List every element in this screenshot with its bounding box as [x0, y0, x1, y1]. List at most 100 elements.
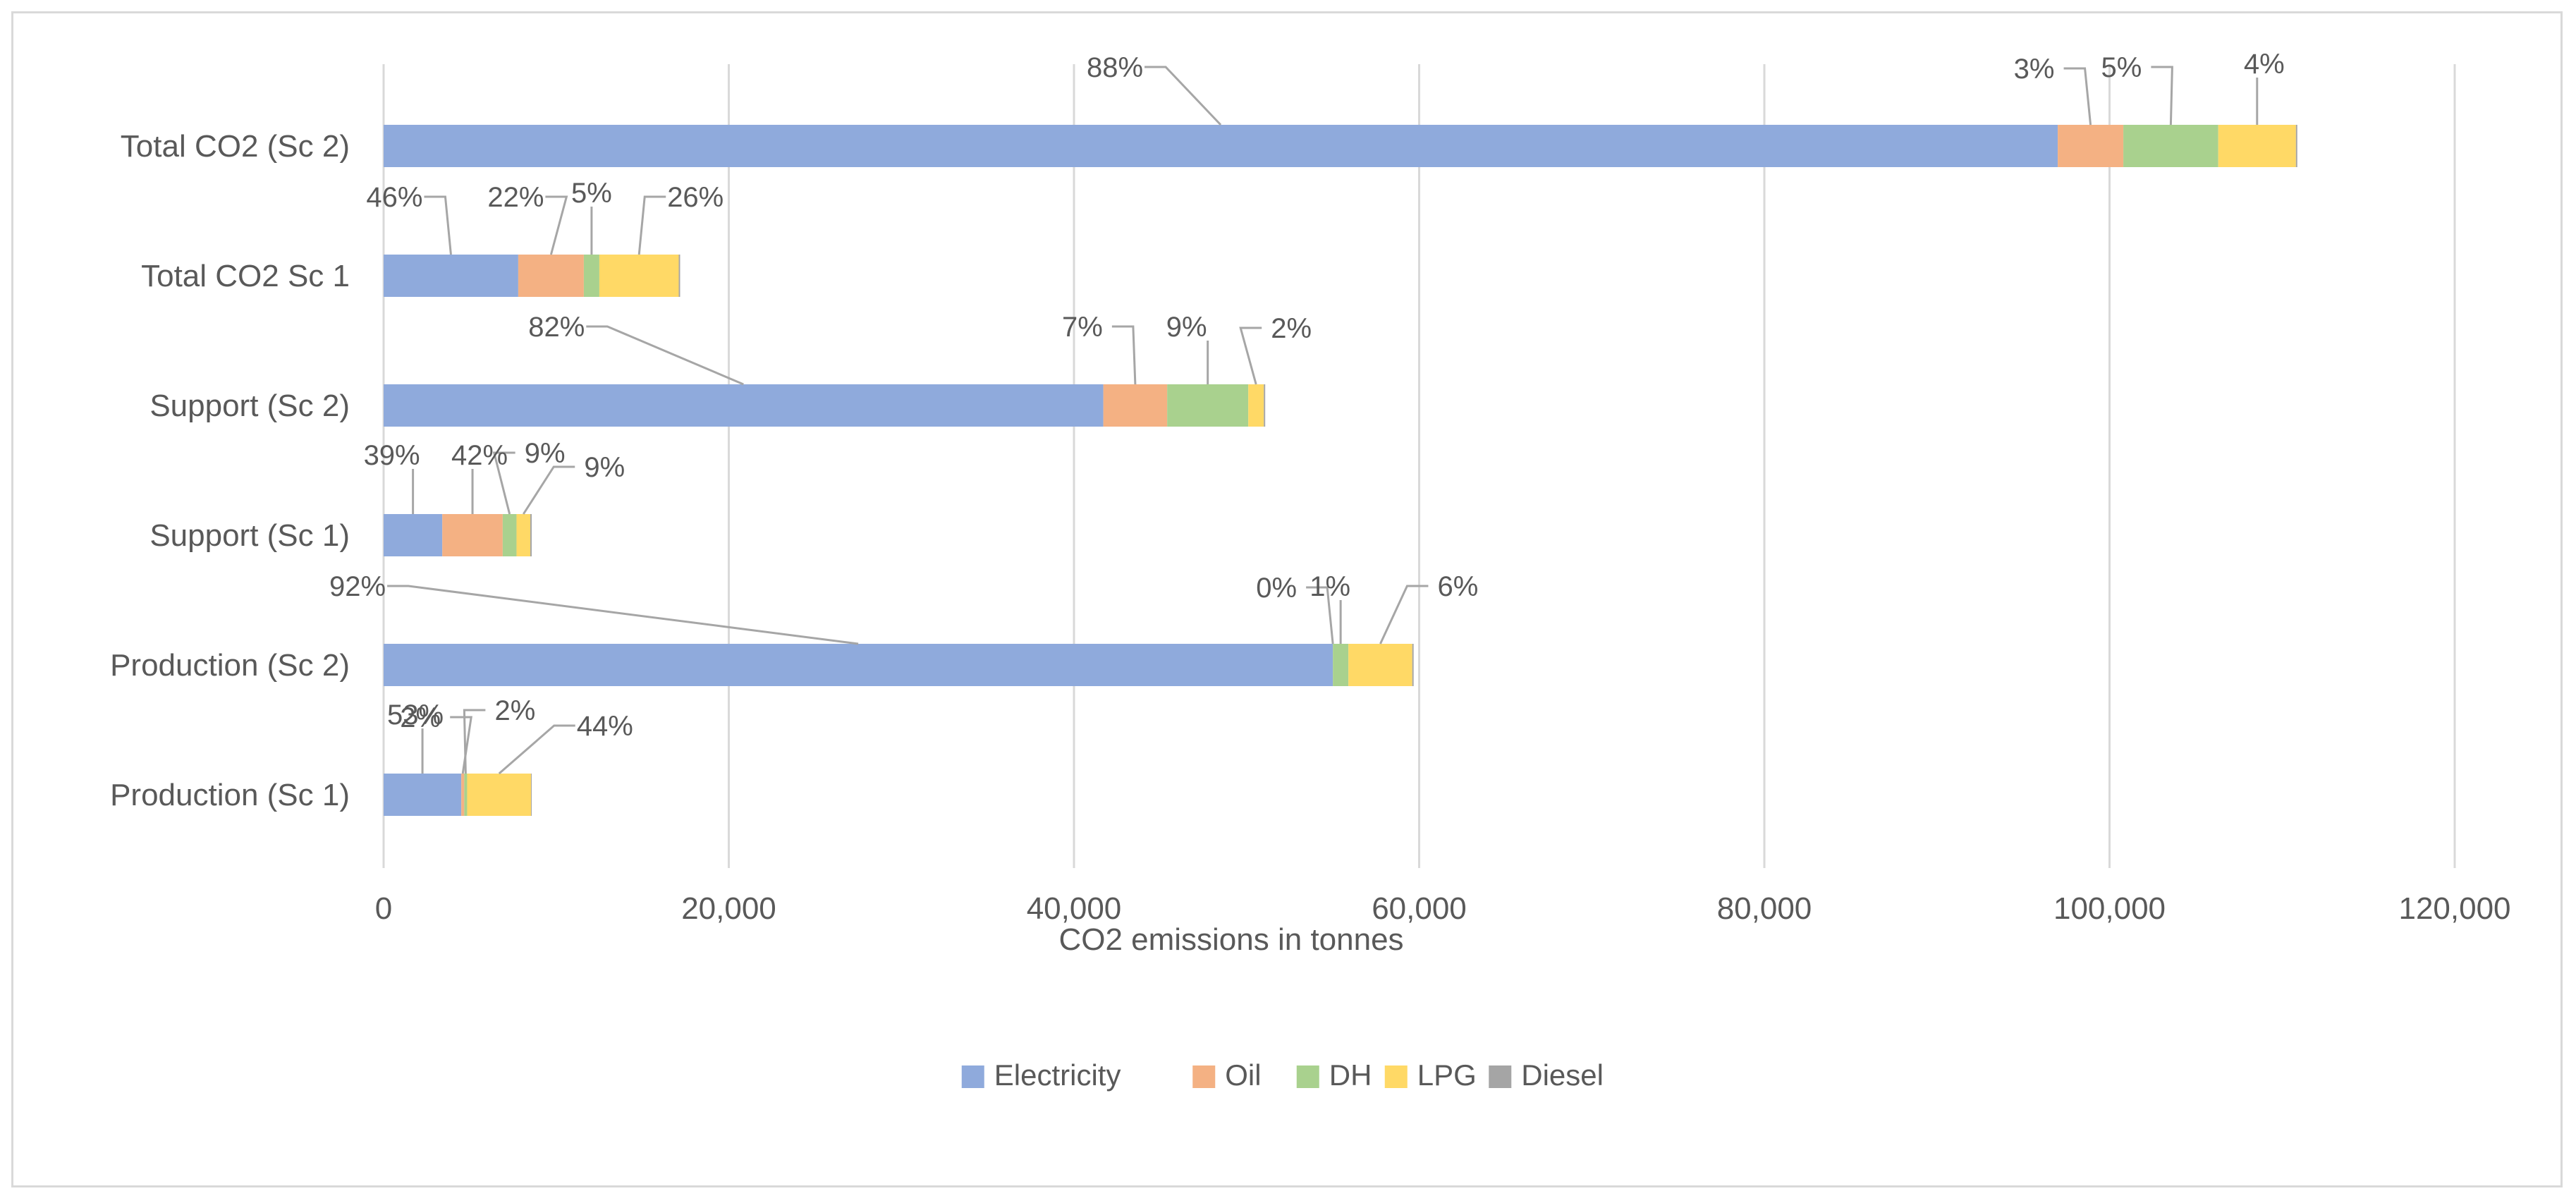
leader-line — [387, 585, 859, 645]
bar-lpg — [467, 774, 532, 816]
bars — [384, 125, 2297, 816]
bar-diesel — [531, 774, 532, 816]
data-label: 9% — [1166, 312, 1207, 343]
leader-line — [492, 451, 515, 515]
data-label: 39% — [364, 440, 420, 471]
bar-oil — [518, 255, 584, 297]
bar-electricity — [384, 644, 1333, 686]
leader-line — [522, 465, 575, 515]
leader-line — [586, 325, 744, 386]
data-label: 26% — [667, 182, 724, 213]
data-label: 6% — [1438, 571, 1479, 602]
leader-line — [1379, 585, 1429, 645]
leader-line — [1239, 326, 1262, 385]
leader-line — [2151, 66, 2173, 126]
data-label: 82% — [528, 312, 585, 343]
legend-swatch-oil — [1192, 1065, 1216, 1088]
bar-dh — [502, 514, 517, 556]
category-label: Production (Sc 2) — [110, 648, 350, 683]
bar-electricity — [384, 514, 443, 556]
x-tick-label: 100,000 — [2053, 891, 2166, 926]
x-tick-label: 80,000 — [1717, 891, 1812, 926]
bar-dh — [464, 774, 468, 816]
leader-line — [1144, 66, 1222, 126]
leader-line — [450, 716, 472, 774]
x-tick-labels: 0 20,000 40,000 60,000 80,000 100,000 120,000 — [375, 891, 2511, 926]
leader-line — [2063, 67, 2092, 126]
data-label: 0% — [1256, 573, 1297, 604]
legend-label: Diesel — [1521, 1058, 1604, 1092]
legend-label: Electricity — [994, 1058, 1121, 1092]
bar-lpg — [516, 514, 531, 556]
legend: Electricity Oil DH LPG Diesel — [961, 1058, 1604, 1092]
legend-label: LPG — [1417, 1058, 1477, 1092]
data-label: 3% — [2014, 54, 2055, 85]
category-label: Production (Sc 1) — [110, 778, 350, 812]
category-label: Total CO2 (Sc 2) — [121, 129, 350, 164]
data-label: 2% — [400, 702, 441, 733]
x-tick-label: 20,000 — [681, 891, 776, 926]
data-label: 7% — [1062, 312, 1103, 343]
bar-diesel — [1264, 384, 1266, 427]
leader-line — [637, 195, 666, 255]
bar-lpg — [1248, 384, 1264, 427]
data-label: 88% — [1087, 52, 1143, 83]
chart: 88% 3% 5% 4% 46% 22% 5% 26% 82% 7% 9% 2% 39% 42% 9% 9% 9… — [110, 49, 2511, 1092]
data-label: 9% — [525, 438, 566, 469]
legend-label: Oil — [1225, 1058, 1261, 1092]
gridlines — [382, 64, 2456, 868]
data-label: 4% — [2244, 49, 2285, 80]
data-label: 9% — [584, 452, 625, 483]
category-label: Total CO2 Sc 1 — [141, 259, 350, 293]
category-labels: Total CO2 (Sc 2) Total CO2 Sc 1 Support (S… — [110, 129, 350, 812]
bar-oil — [461, 774, 465, 816]
data-label: 92% — [329, 571, 386, 602]
bar-oil — [1103, 384, 1168, 427]
leader-line — [463, 709, 486, 774]
category-label: Support (Sc 2) — [149, 389, 350, 423]
bar-dh — [583, 255, 599, 297]
bar-lpg — [599, 255, 679, 297]
bar-dh — [2123, 125, 2218, 167]
bar-electricity — [384, 255, 518, 297]
category-label: Support (Sc 1) — [149, 518, 350, 553]
x-axis-title: CO2 emissions in tonnes — [1058, 922, 1403, 957]
leader-lines — [387, 66, 2259, 775]
data-labels: 88% 3% 5% 4% 46% 22% 5% 26% 82% 7% 9% 2% 39% 42% 9% 9% 9… — [329, 49, 2285, 742]
bar-dh — [1167, 384, 1249, 427]
data-label: 2% — [494, 695, 535, 726]
bar-diesel — [2295, 125, 2297, 167]
bar-dh — [1333, 644, 1349, 686]
data-label: 46% — [366, 182, 422, 213]
legend-swatch-diesel — [1489, 1065, 1512, 1088]
legend-swatch-dh — [1296, 1065, 1319, 1088]
leader-line — [545, 195, 568, 255]
bar-oil — [442, 514, 503, 556]
x-tick-label: 60,000 — [1372, 891, 1467, 926]
data-label: 2% — [1271, 313, 1312, 344]
bar-electricity — [384, 774, 462, 816]
x-tick-label: 120,000 — [2398, 891, 2510, 926]
bar-oil — [2058, 125, 2124, 167]
data-label: 5% — [571, 178, 612, 209]
data-label: 22% — [487, 182, 544, 213]
legend-label: DH — [1329, 1058, 1372, 1092]
leader-line — [498, 724, 575, 775]
data-label: 5% — [2101, 52, 2142, 83]
bar-lpg — [2218, 125, 2296, 167]
data-label: 44% — [577, 711, 633, 742]
bar-lpg — [1348, 644, 1412, 686]
legend-swatch-lpg — [1384, 1065, 1408, 1088]
legend-swatch-electricity — [961, 1065, 984, 1088]
data-label: 42% — [451, 440, 508, 471]
x-tick-label: 0 — [375, 891, 392, 926]
bar-electricity — [384, 384, 1104, 427]
bar-diesel — [1412, 644, 1414, 686]
data-label: 53% — [387, 700, 444, 731]
bar-diesel — [678, 255, 680, 297]
leader-line — [424, 195, 452, 255]
leader-line — [1306, 586, 1334, 645]
bar-diesel — [530, 514, 532, 556]
data-label: 1% — [1310, 571, 1350, 602]
x-tick-label: 40,000 — [1027, 891, 1122, 926]
